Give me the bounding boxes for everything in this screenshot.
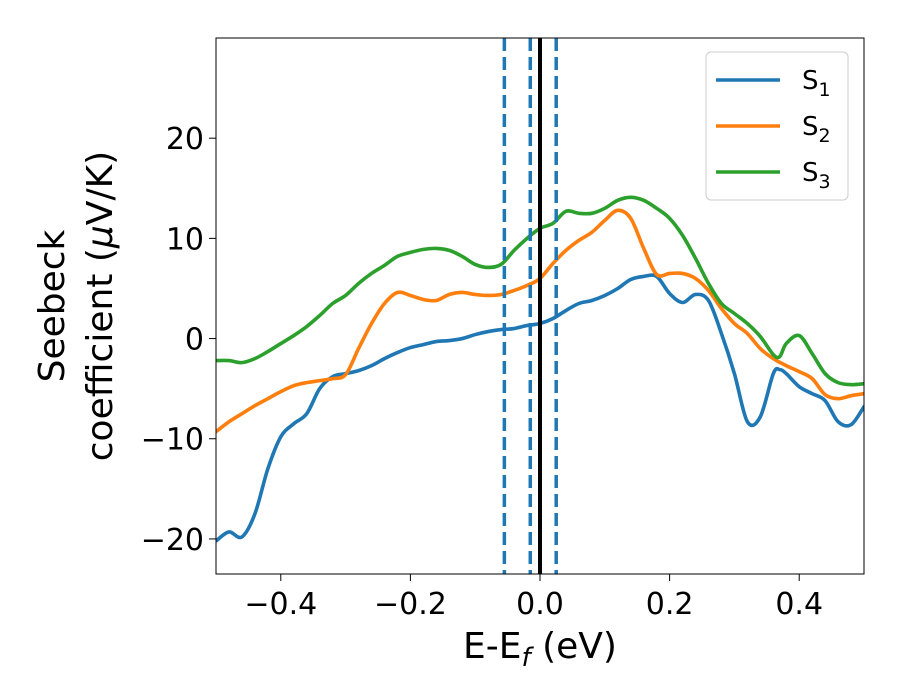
y-tick-label: −10 bbox=[141, 423, 204, 458]
legend-label-3: S3 bbox=[802, 158, 831, 193]
x-axis-label: E-Ef (eV) bbox=[463, 626, 617, 673]
legend-label-1: S1 bbox=[802, 66, 831, 101]
y-tick-label: 0 bbox=[185, 323, 204, 358]
vline-layer bbox=[502, 38, 558, 574]
series-line-3 bbox=[216, 195, 864, 387]
x-tick-label: −0.2 bbox=[374, 587, 447, 622]
legend-label-2: S2 bbox=[802, 112, 831, 147]
x-tick-label: 0.4 bbox=[775, 587, 823, 622]
x-axis-ticks: −0.4 −0.2 0.0 0.2 0.4 bbox=[244, 574, 823, 622]
x-tick-label: 0.0 bbox=[516, 587, 564, 622]
y-tick-label: −20 bbox=[141, 523, 204, 558]
legend: S1 S2 S3 bbox=[705, 51, 849, 201]
x-tick-label: −0.4 bbox=[244, 587, 317, 622]
y-axis-label-line1: Seebeck bbox=[32, 229, 73, 382]
y-tick-label: 20 bbox=[166, 122, 204, 157]
x-tick-label: 0.2 bbox=[646, 587, 694, 622]
y-axis-ticks: −20 −10 0 10 20 bbox=[141, 122, 216, 558]
y-tick-label: 10 bbox=[166, 222, 204, 257]
y-axis-label-line2: coefficient (μV/K) bbox=[80, 151, 121, 461]
